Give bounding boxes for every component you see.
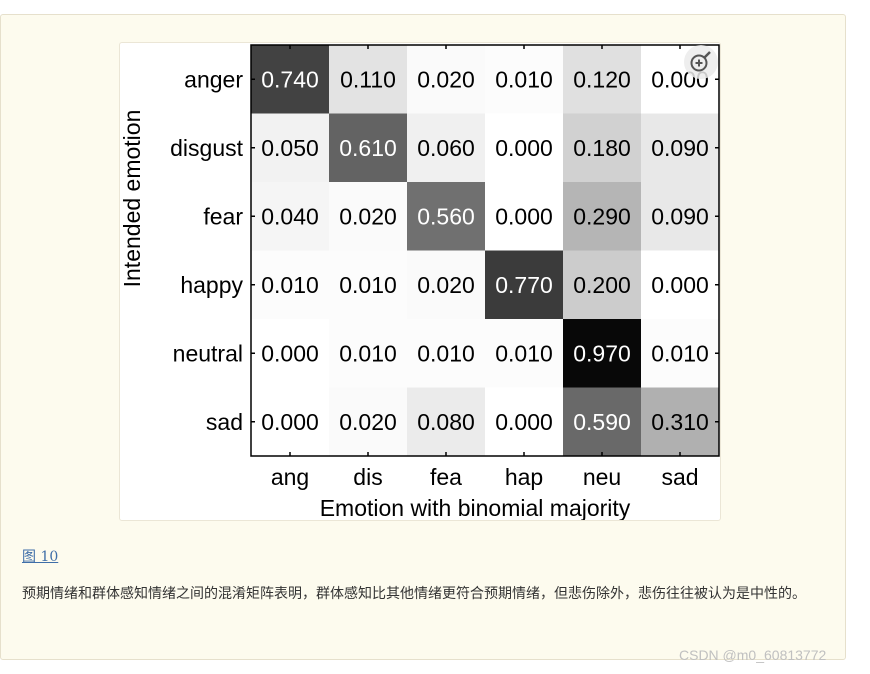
figure-caption: 预期情绪和群体感知情绪之间的混淆矩阵表明，群体感知比其他情绪更符合预期情绪，但悲…: [22, 586, 806, 602]
cell-value-label: 0.020: [339, 203, 397, 229]
y-tick-label: happy: [180, 272, 243, 298]
heatmap-cell: [563, 387, 642, 457]
x-tick-label: dis: [353, 464, 382, 490]
cell-value-label: 0.590: [573, 409, 631, 435]
watermark: CSDN @m0_60813772: [679, 647, 827, 663]
heatmap-cell: [641, 319, 720, 388]
y-tick-label: anger: [184, 66, 243, 92]
heatmap-cell: [251, 45, 330, 114]
cell-value-label: 0.180: [573, 135, 631, 161]
heatmap-cell: [251, 250, 330, 320]
cell-value-label: 0.740: [261, 66, 319, 92]
confusion-matrix-chart: 0.740 0.110 0.020 0.010 0.120 0.000 0.050 0.610…: [120, 44, 720, 521]
heatmap-cell: [329, 250, 408, 320]
cell-value-label: 0.610: [339, 135, 397, 161]
y-tick-label: fear: [203, 203, 243, 229]
cell-value-label: 0.290: [573, 203, 631, 229]
heatmap-cell: [329, 387, 408, 457]
cell-value-label: 0.000: [261, 409, 319, 435]
cell-value-label: 0.110: [340, 66, 396, 92]
heatmap-cell: [407, 182, 486, 251]
cell-value-label: 0.010: [651, 340, 709, 366]
cell-value-label: 0.090: [651, 203, 709, 229]
heatmap-cell: [485, 45, 564, 114]
heatmap-cell: [407, 387, 486, 457]
heatmap-cell: [407, 45, 486, 114]
cell-value-label: 0.020: [417, 66, 475, 92]
cell-value-label: 0.770: [495, 272, 553, 298]
cell-value-label: 0.310: [651, 409, 709, 435]
heatmap-cell: [485, 250, 564, 320]
y-tick-label: neutral: [173, 340, 243, 366]
cell-value-label: 0.010: [339, 272, 397, 298]
heatmap-cell: [485, 182, 564, 251]
cell-value-label: 0.020: [339, 409, 397, 435]
x-axis-label: Emotion with binomial majority: [320, 495, 631, 521]
cell-value-label: 0.200: [573, 272, 631, 298]
heatmap-cell: [485, 319, 564, 388]
zoom-in-icon: [690, 51, 711, 72]
heatmap-cell: [251, 319, 330, 388]
cell-value-label: 0.000: [651, 272, 709, 298]
plot-frame: [250, 44, 720, 457]
heatmap-cell: [329, 45, 408, 114]
heatmap-cell: [251, 387, 330, 457]
figure-card: 0.740 0.110 0.020 0.010 0.120 0.000 0.050 0.610…: [119, 42, 721, 521]
heatmap-cell: [563, 319, 642, 388]
y-tick-label: sad: [206, 409, 243, 435]
heatmap-cell: [407, 319, 486, 388]
cell-value-label: 0.010: [417, 340, 475, 366]
heatmap-cell: [329, 319, 408, 388]
heatmap-cell: [251, 182, 330, 251]
cell-value-label: 0.000: [495, 135, 553, 161]
cell-value-label: 0.090: [651, 135, 709, 161]
heatmap-cell: [641, 250, 720, 320]
y-tick-label: disgust: [170, 135, 243, 161]
heatmap-cell: [407, 113, 486, 183]
cell-value-label: 0.060: [417, 135, 475, 161]
figure-link[interactable]: 图 10: [22, 549, 59, 565]
x-tick-label: fea: [430, 464, 462, 490]
cell-value-label: 0.120: [573, 66, 631, 92]
cell-value-label: 0.000: [495, 203, 553, 229]
cell-value-label: 0.000: [261, 340, 319, 366]
cell-value-label: 0.010: [495, 340, 553, 366]
heatmap-cell: [329, 113, 408, 183]
y-axis-label: Intended emotion: [120, 110, 145, 288]
cell-value-label: 0.050: [261, 135, 319, 161]
cell-value-label: 0.970: [573, 340, 631, 366]
heatmap-cell: [251, 113, 330, 183]
cell-value-label: 0.080: [417, 409, 475, 435]
cell-value-label: 0.000: [495, 409, 553, 435]
x-tick-label: ang: [271, 464, 309, 490]
heatmap-cell: [329, 182, 408, 251]
cell-value-label: 0.010: [339, 340, 397, 366]
heatmap-cell: [407, 250, 486, 320]
cell-value-label: 0.010: [495, 66, 553, 92]
heatmap-cell: [641, 182, 720, 251]
zoom-button[interactable]: [684, 45, 718, 79]
heatmap-cell: [563, 45, 642, 114]
x-tick-label: hap: [505, 464, 543, 490]
cell-value-label: 0.010: [261, 272, 319, 298]
x-tick-label: sad: [661, 464, 698, 490]
cell-value-label: 0.020: [417, 272, 475, 298]
heatmap-cell: [563, 182, 642, 251]
heatmap-cell: [485, 387, 564, 457]
cell-value-label: 0.560: [417, 203, 475, 229]
x-tick-label: neu: [583, 464, 621, 490]
heatmap-cell: [485, 113, 564, 183]
heatmap-cell: [641, 387, 720, 457]
heatmap-cell: [641, 113, 720, 183]
heatmap-cell: [563, 113, 642, 183]
cell-value-label: 0.040: [261, 203, 319, 229]
heatmap-cell: [563, 250, 642, 320]
